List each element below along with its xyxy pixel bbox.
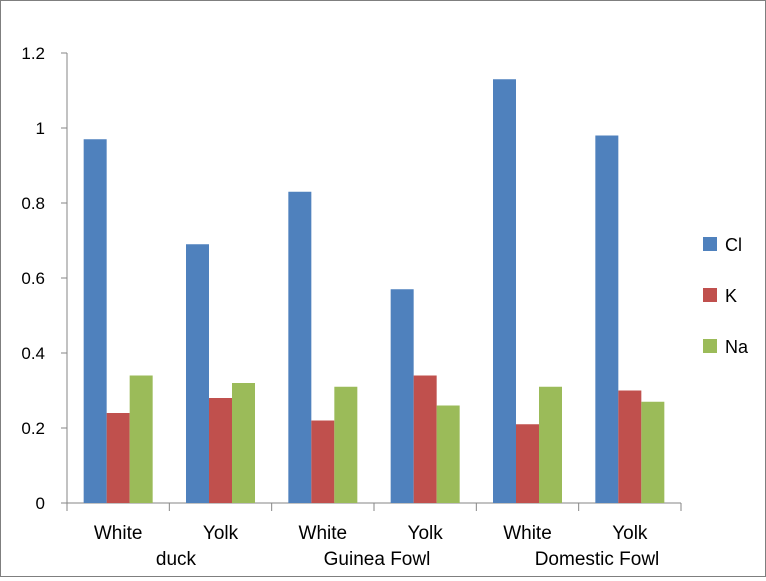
legend-label-cl: Cl (725, 235, 742, 255)
x-tick-label: Yolk (612, 523, 648, 544)
x-tick-label: White (94, 523, 143, 544)
y-tick-label: 0 (36, 494, 45, 513)
legend-label-na: Na (725, 337, 749, 357)
bars (83, 79, 665, 503)
legend-swatch-na (703, 339, 717, 353)
bar-na-4 (539, 386, 562, 503)
y-tick-label: 0.2 (21, 419, 45, 438)
legend-label-k: K (725, 286, 737, 306)
bar-cl-1 (186, 244, 209, 503)
bar-k-4 (516, 424, 539, 503)
bar-cl-2 (288, 191, 312, 503)
bar-cl-5 (595, 135, 619, 503)
bar-cl-0 (83, 139, 107, 503)
group-label: duck (156, 549, 197, 570)
y-tick-label: 0.6 (21, 269, 45, 288)
x-tick-label: White (299, 523, 348, 544)
legend: Cl K Na (703, 235, 749, 357)
bar-cl-4 (493, 79, 516, 503)
y-tick-label: 0.8 (21, 194, 45, 213)
group-label: Domestic Fowl (535, 549, 660, 570)
x-tick-label: White (503, 523, 552, 544)
bar-k-5 (618, 390, 642, 503)
legend-swatch-cl (703, 237, 717, 251)
bar-na-1 (232, 383, 255, 503)
bar-k-3 (413, 375, 437, 503)
bar-k-0 (106, 413, 130, 503)
x-tick-label: Yolk (203, 523, 239, 544)
bar-cl-3 (390, 289, 414, 503)
bar-na-3 (436, 405, 460, 503)
x-tick-label: Yolk (408, 523, 444, 544)
bar-na-0 (129, 375, 153, 503)
bar-k-1 (209, 398, 232, 503)
bar-k-2 (311, 420, 335, 503)
x-axis: White Yolk White Yolk White Yolk duck Guinea Fo… (66, 502, 682, 570)
y-tick-label: 0.4 (21, 344, 45, 363)
legend-swatch-k (703, 288, 717, 302)
bar-na-5 (641, 401, 665, 503)
y-tick-label: 1 (36, 119, 45, 138)
y-tick-label: 1.2 (21, 44, 45, 63)
bar-na-2 (334, 386, 358, 503)
y-axis: 0 0.2 0.4 0.6 0.8 1 1.2 (21, 44, 68, 513)
group-label: Guinea Fowl (324, 549, 431, 570)
